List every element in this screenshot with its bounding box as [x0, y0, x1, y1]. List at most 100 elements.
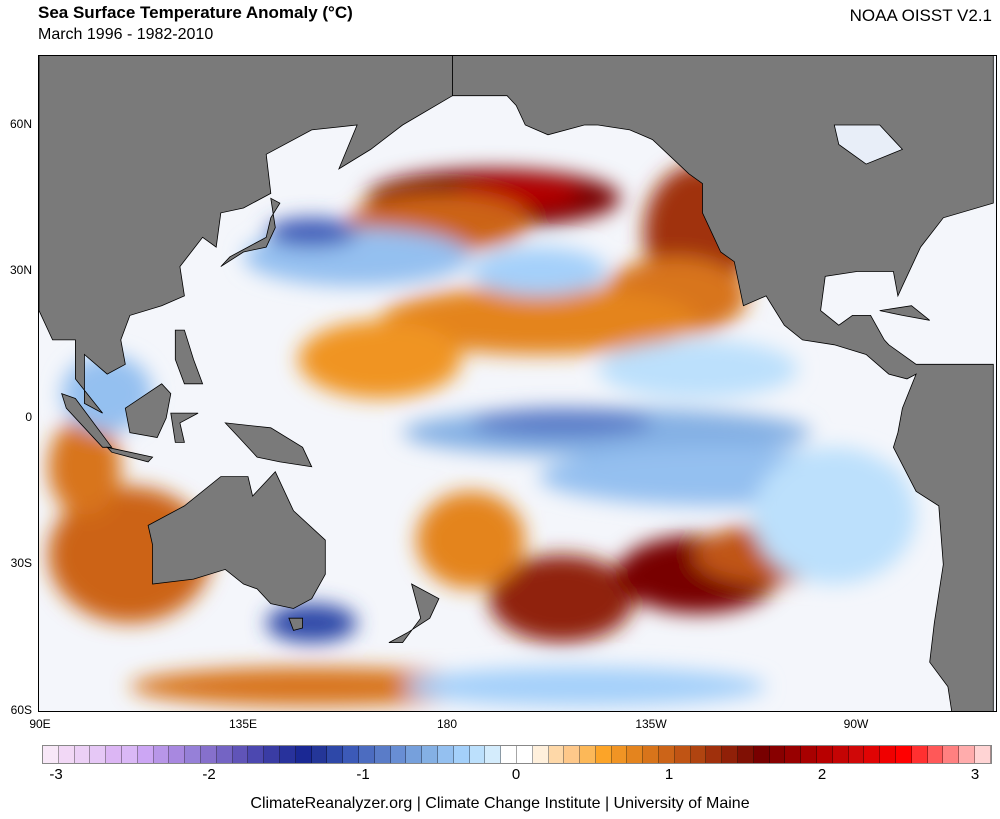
colorbar-swatch: [248, 746, 265, 763]
colorbar-swatch: [153, 746, 170, 763]
colorbar-tick: -3: [49, 766, 63, 783]
colorbar-swatch: [121, 746, 138, 763]
landmass-newguinea: [224, 422, 313, 468]
anomaly-region: [752, 447, 916, 584]
colorbar-swatch: [864, 746, 881, 763]
anomaly-region: [416, 491, 526, 589]
colorbar-tick: 1: [664, 766, 674, 783]
colorbar-swatch: [911, 746, 928, 763]
colorbar-swatch: [690, 746, 707, 763]
colorbar-swatch: [216, 746, 233, 763]
colorbar-swatch: [185, 746, 201, 763]
lon-label-135w: 135W: [635, 717, 667, 731]
colorbar-swatch: [469, 746, 486, 763]
colorbar-swatch: [580, 746, 596, 763]
colorbar-swatch: [311, 746, 328, 763]
colorbar-swatch: [485, 746, 502, 763]
colorbar-swatch: [501, 746, 517, 763]
colorbar-swatch: [327, 746, 344, 763]
colorbar-swatch: [785, 746, 802, 763]
colorbar-tick: 0: [511, 766, 521, 783]
landmass-asia: [39, 56, 453, 414]
colorbar-swatch: [627, 746, 644, 763]
colorbar-swatch: [643, 746, 660, 763]
colorbar-swatch: [801, 746, 818, 763]
colorbar-swatch: [422, 746, 438, 763]
colorbar-swatch: [264, 746, 280, 763]
landmass-java: [106, 446, 154, 463]
colorbar-swatch: [595, 746, 612, 763]
anomaly-region: [598, 339, 798, 399]
anomaly-region: [48, 418, 121, 516]
chart-subtitle: March 1996 - 1982-2010: [38, 26, 214, 43]
colorbar-swatch: [374, 746, 391, 763]
lon-label-135e: 135E: [228, 717, 258, 731]
landmass-borneo: [124, 383, 172, 438]
sst-anomaly-map: [38, 55, 997, 712]
colorbar-swatch: [437, 746, 454, 763]
colorbar-swatch: [959, 746, 976, 763]
colorbar-swatch: [896, 746, 912, 763]
colorbar-tick: -2: [202, 766, 216, 783]
colorbar-swatch: [453, 746, 470, 763]
colorbar-swatch: [832, 746, 849, 763]
colorbar-swatch: [406, 746, 423, 763]
colorbar-swatch: [674, 746, 691, 763]
colorbar-swatch: [706, 746, 723, 763]
colorbar-swatch: [927, 746, 944, 763]
colorbar-swatch: [343, 746, 359, 763]
anomaly-region: [266, 217, 358, 248]
landmass-tasmania: [288, 617, 304, 631]
colorbar-swatch: [74, 746, 91, 763]
landmass-americas: [452, 56, 994, 711]
lat-label-60n: 60N: [9, 117, 32, 131]
lat-label-30n: 30N: [9, 263, 32, 277]
anomaly-region: [402, 667, 766, 707]
colorbar-swatch: [43, 746, 59, 763]
landmass-sulawesi: [170, 412, 199, 443]
colorbar-swatch: [169, 746, 186, 763]
colorbar-swatch: [390, 746, 407, 763]
landmass-hudsonarea: [833, 124, 904, 165]
colorbar-swatch: [279, 746, 296, 763]
colorbar-swatch: [738, 746, 754, 763]
colorbar-swatch: [880, 746, 897, 763]
lon-label-90e: 90E: [29, 717, 51, 731]
colorbar: [42, 745, 992, 764]
landmass-philippines: [174, 329, 204, 385]
colorbar-swatch: [358, 746, 375, 763]
anomaly-region: [266, 603, 358, 643]
anomaly-region: [470, 408, 653, 438]
colorbar-swatch: [58, 746, 75, 763]
colorbar-swatch: [722, 746, 739, 763]
colorbar-swatch: [611, 746, 628, 763]
anomaly-region: [470, 247, 607, 296]
lon-label-90w: 90W: [843, 717, 869, 731]
colorbar-swatch: [532, 746, 549, 763]
colorbar-swatch: [200, 746, 217, 763]
colorbar-swatch: [232, 746, 249, 763]
colorbar-swatch: [548, 746, 565, 763]
landmass-japan: [220, 197, 281, 267]
colorbar-tick: -1: [356, 766, 370, 783]
colorbar-swatch: [817, 746, 833, 763]
colorbar-swatch: [753, 746, 770, 763]
anomaly-region: [379, 286, 698, 355]
landmass-newzealand: [388, 583, 440, 643]
colorbar-swatch: [769, 746, 786, 763]
lat-label-0: 0: [25, 410, 32, 424]
anomaly-region: [488, 554, 635, 643]
colorbar-swatch: [90, 746, 107, 763]
dataset-label: NOAA OISST V2.1: [849, 6, 992, 25]
colorbar-swatch: [943, 746, 960, 763]
colorbar-swatch: [564, 746, 581, 763]
colorbar-tick: 3: [970, 766, 980, 783]
credit-footer: ClimateReanalyzer.org | Climate Change I…: [250, 795, 750, 812]
colorbar-swatch: [137, 746, 154, 763]
lat-label-30s: 30S: [10, 556, 32, 570]
colorbar-swatch: [848, 746, 865, 763]
colorbar-swatch: [659, 746, 675, 763]
landmass-cuba: [879, 305, 930, 321]
anomaly-region: [298, 320, 462, 399]
colorbar-swatch: [106, 746, 122, 763]
